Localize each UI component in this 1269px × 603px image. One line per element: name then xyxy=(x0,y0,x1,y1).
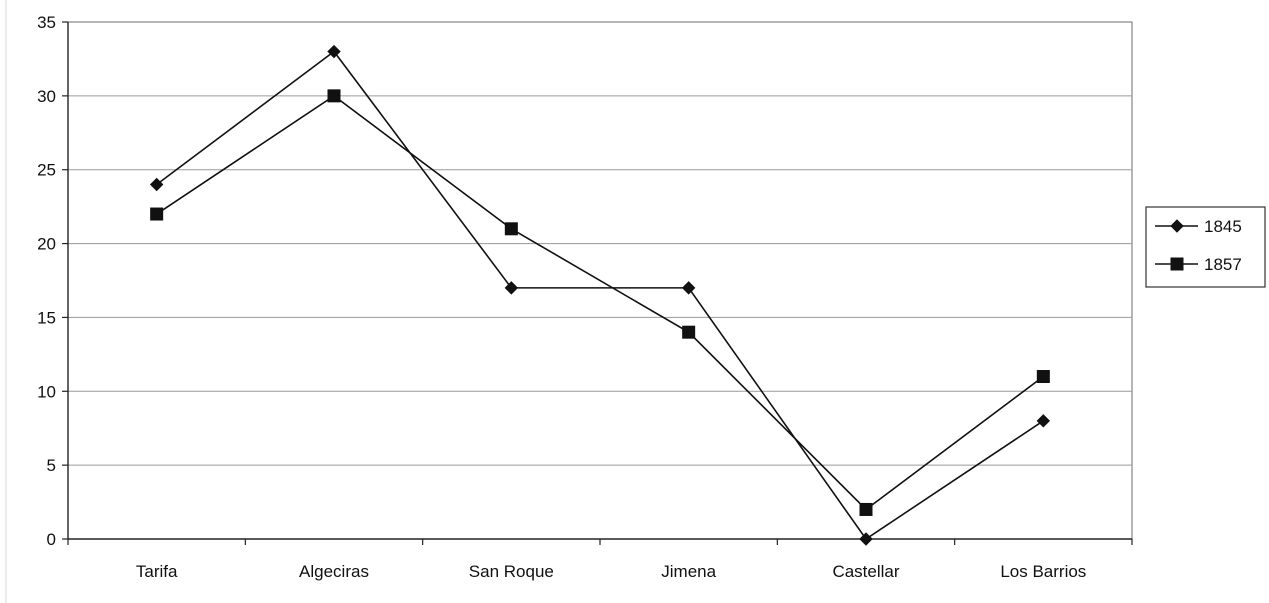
axis-layer: 0 5 10 15 20 25 30 35 Tarifa Algeciras San Roque Ji… xyxy=(37,13,1133,581)
series-layer xyxy=(149,44,1051,546)
legend-marker-1857 xyxy=(1170,257,1184,271)
y-tick-label-35: 35 xyxy=(37,13,56,32)
y-tick-label-25: 25 xyxy=(37,161,56,180)
y-tick-label-5: 5 xyxy=(47,456,56,475)
series-line-1857 xyxy=(156,94,1044,511)
data-point-1857-san-roque xyxy=(504,222,518,236)
x-tick-label-2: San Roque xyxy=(469,562,554,581)
legend-label-1857: 1857 xyxy=(1204,255,1242,274)
legend: 1845 1857 xyxy=(1145,206,1266,288)
x-tick-label-4: Castellar xyxy=(832,562,899,581)
y-tick-label-15: 15 xyxy=(37,308,56,327)
data-point-1845-los-barrios xyxy=(1036,414,1051,428)
legend-label-1845: 1845 xyxy=(1204,217,1242,236)
data-point-1845-tarifa xyxy=(149,177,164,192)
x-tick-label-1: Algeciras xyxy=(299,562,369,581)
x-tick-label-0: Tarifa xyxy=(136,562,178,581)
series-1845 xyxy=(149,44,1051,546)
data-point-1857-jimena xyxy=(682,325,696,339)
data-point-1857-los-barrios xyxy=(1036,370,1050,384)
series-1857 xyxy=(150,89,1050,516)
y-tick-label-20: 20 xyxy=(37,235,56,254)
data-point-1845-castellar xyxy=(859,532,873,546)
data-point-1845-san-roque xyxy=(504,281,519,295)
y-tick-label-0: 0 xyxy=(47,530,56,549)
legend-item-1857: 1857 xyxy=(1155,255,1242,274)
series-line-1845 xyxy=(156,50,1044,541)
y-tick-label-10: 10 xyxy=(37,382,56,401)
data-point-1845-jimena xyxy=(681,281,696,295)
legend-marker-1845 xyxy=(1170,219,1184,233)
legend-item-1845: 1845 xyxy=(1155,217,1242,236)
data-point-1857-algeciras xyxy=(327,89,341,103)
data-point-1857-castellar xyxy=(859,502,873,516)
x-tick-label-3: Jimena xyxy=(661,562,716,581)
data-point-1845-algeciras xyxy=(327,44,341,59)
data-point-1857-tarifa xyxy=(150,207,164,221)
legend-box xyxy=(1145,206,1266,288)
x-tick-label-5: Los Barrios xyxy=(1000,562,1086,581)
y-tick-label-30: 30 xyxy=(37,87,56,106)
